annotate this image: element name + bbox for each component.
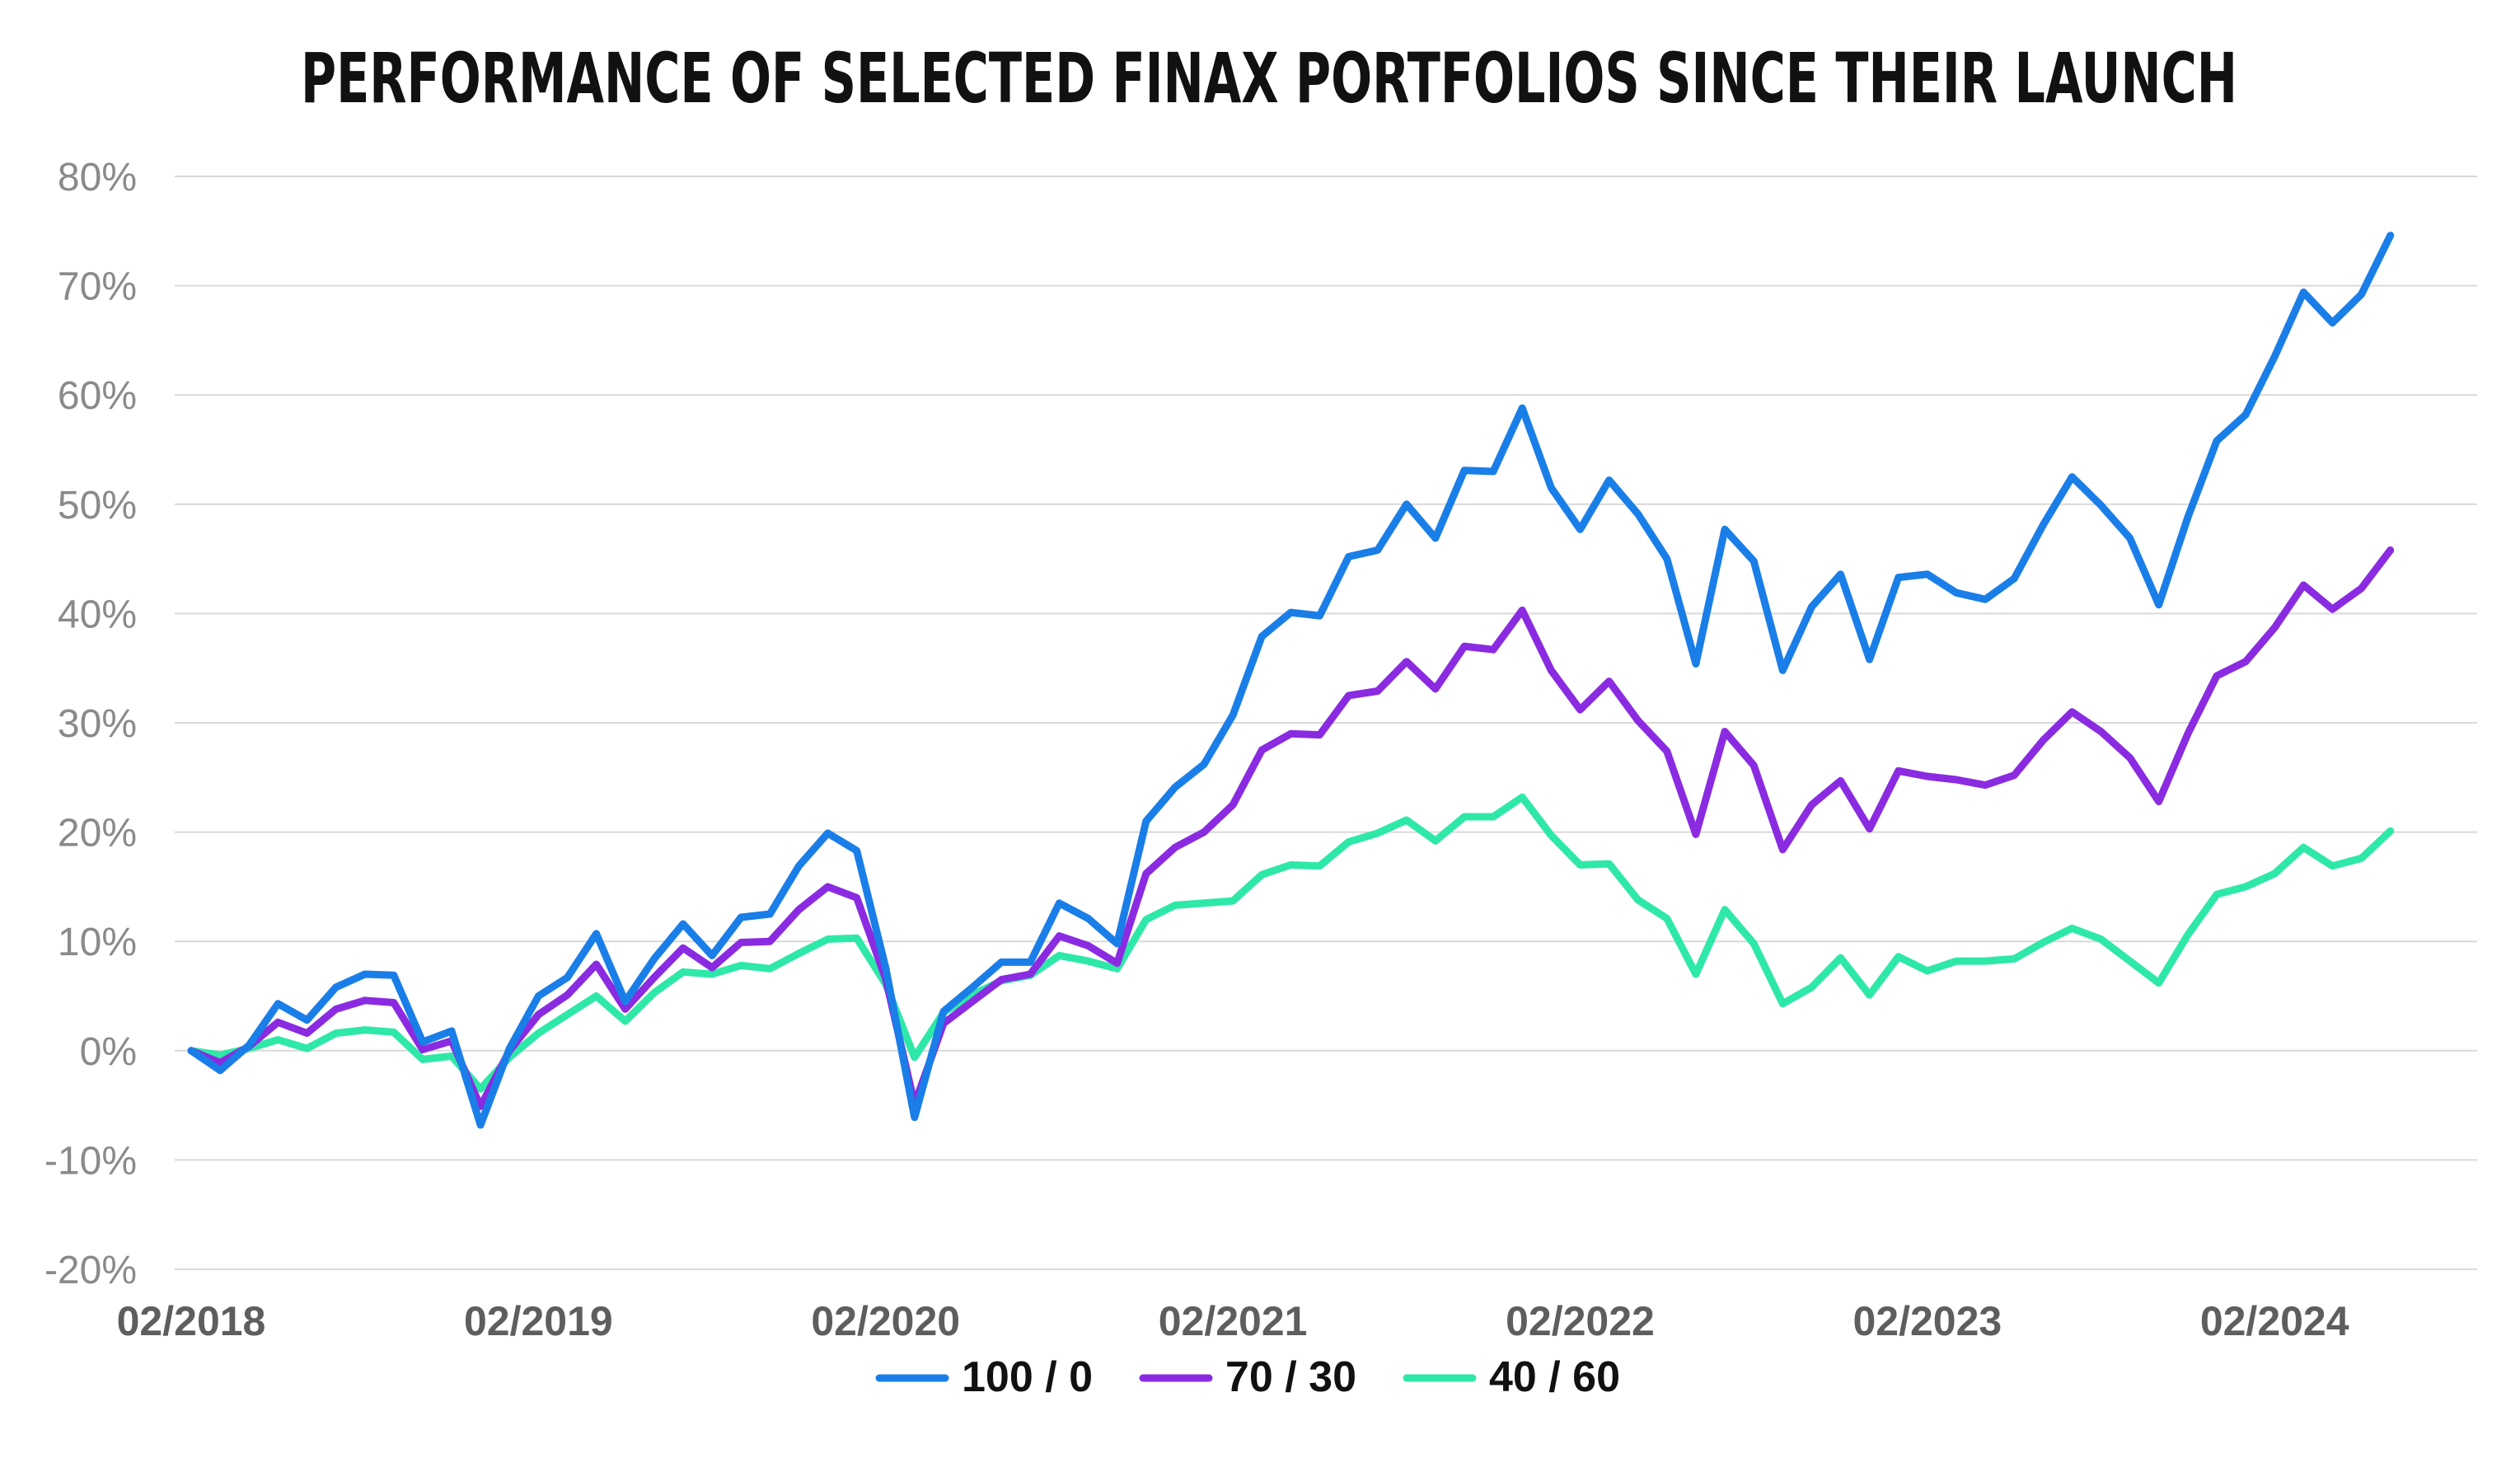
x-tick-label: 02/2024 <box>2200 1298 2349 1344</box>
y-tick-label: 0% <box>80 1030 137 1074</box>
x-tick-label: 02/2019 <box>464 1298 613 1344</box>
y-tick-label: -10% <box>44 1139 137 1183</box>
y-tick-label: 50% <box>58 484 137 527</box>
series-lines <box>187 232 2395 1129</box>
x-tick-label: 02/2020 <box>811 1298 960 1344</box>
y-axis-tick-labels: 80% 70% 60% 50% 40% 30% 20% 10% 0% -10% -20% <box>44 156 137 1292</box>
x-tick-label: 02/2021 <box>1159 1298 1308 1344</box>
y-tick-label: 40% <box>58 593 137 636</box>
series-line-2 <box>187 546 2395 1110</box>
x-tick-label: 02/2018 <box>117 1298 266 1344</box>
legend-label: 100 / 0 <box>962 1353 1093 1401</box>
legend: 100 / 0 70 / 30 40 / 60 <box>875 1353 1620 1401</box>
y-tick-label: 10% <box>58 921 137 964</box>
y-tick-label: 70% <box>58 265 137 309</box>
y-tick-label: 60% <box>58 374 137 418</box>
y-tick-label: -20% <box>44 1249 137 1292</box>
x-tick-label: 02/2022 <box>1506 1298 1655 1344</box>
chart-title: PERFORMANCE OF SELECTED FINAX PORTFOLIOS… <box>301 38 2237 119</box>
x-tick-label: 02/2023 <box>1853 1298 2002 1344</box>
series-line-3 <box>187 793 2395 1093</box>
legend-label: 70 / 30 <box>1225 1353 1356 1401</box>
x-axis-tick-labels: 02/2018 02/2019 02/2020 02/2021 02/2022 02/20… <box>117 1298 2349 1344</box>
series-line-1 <box>187 232 2395 1129</box>
y-tick-label: 30% <box>58 702 137 746</box>
y-tick-label: 20% <box>58 812 137 856</box>
y-tick-label: 80% <box>58 156 137 199</box>
legend-label: 40 / 60 <box>1489 1353 1620 1401</box>
